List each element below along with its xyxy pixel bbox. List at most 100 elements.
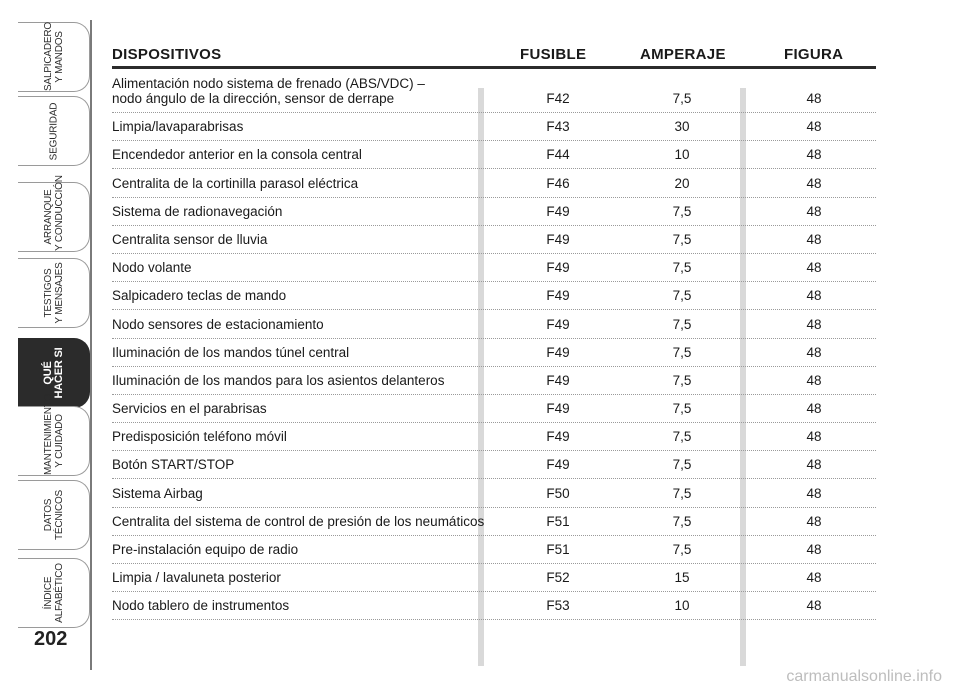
page-number: 202 (34, 628, 68, 650)
table-body: Alimentación nodo sistema de frenado (AB… (112, 70, 876, 621)
cell-amperage: 7,5 (672, 260, 692, 276)
spine-line (90, 20, 92, 670)
cell-amperage: 30 (674, 119, 690, 135)
cell-fuse: F53 (546, 598, 570, 614)
table-row: Nodo sensores de estacionamiento F49 7,5 48 (112, 310, 876, 339)
cell-fuse: F49 (546, 203, 570, 219)
side-tab-3[interactable]: ARRANQUE Y CONDUCCIÓN (18, 175, 90, 252)
cell-amperage: 10 (674, 147, 690, 163)
cell-fuse: F43 (546, 119, 570, 135)
cell-device: Alimentación nodo sistema de frenado (AB… (112, 76, 425, 106)
cell-fuse: F46 (546, 175, 570, 191)
table-row: Pre-instalación equipo de radio F51 7,5 48 (112, 536, 876, 564)
side-tab-8[interactable]: ÍNDICE ALFABÉTICO (18, 558, 90, 628)
header-amperage: AMPERAJE (640, 46, 726, 63)
table-row: Centralita del sistema de control de pre… (112, 508, 876, 536)
cell-amperage: 7,5 (672, 288, 692, 304)
cell-amperage: 7,5 (672, 457, 692, 473)
cell-figure: 48 (806, 457, 822, 473)
cell-amperage: 7,5 (672, 513, 692, 529)
cell-fuse: F49 (546, 372, 570, 388)
cell-device: Encendedor anterior en la consola centra… (112, 147, 362, 163)
cell-device: Centralita de la cortinilla parasol eléc… (112, 175, 359, 191)
cell-figure: 48 (806, 260, 822, 276)
cell-amperage: 7,5 (672, 344, 692, 360)
table-row: Sistema Airbag F50 7,5 48 (112, 479, 876, 508)
cell-device: Salpicadero teclas de mando (112, 288, 287, 304)
cell-device: Nodo tablero de instrumentos (112, 598, 290, 614)
cell-fuse: F49 (546, 231, 570, 247)
table-row: Sistema de radionavegación F49 7,5 48 (112, 198, 876, 226)
side-tab-7[interactable]: DATOS TÉCNICOS (18, 480, 90, 550)
table-row: Encendedor anterior en la consola centra… (112, 141, 876, 170)
cell-fuse: F52 (546, 570, 570, 586)
cell-figure: 48 (806, 598, 822, 614)
cell-amperage: 7,5 (672, 429, 692, 445)
cell-amperage: 20 (674, 175, 690, 191)
header-device: DISPOSITIVOS (112, 46, 222, 63)
table-row: Alimentación nodo sistema de frenado (AB… (112, 70, 876, 113)
table-row: Botón START/STOP F49 7,5 48 (112, 451, 876, 480)
cell-figure: 48 (806, 542, 822, 557)
cell-device: Botón START/STOP (112, 457, 235, 473)
side-tab-label: SALPICADERO Y MANDOS (42, 22, 65, 91)
table-row: Nodo volante F49 7,5 48 (112, 254, 876, 283)
cell-device: Sistema de radionavegación (112, 203, 283, 219)
table-row: Nodo tablero de instrumentos F53 10 48 (112, 592, 876, 621)
cell-amperage: 7,5 (672, 485, 692, 501)
cell-figure: 48 (806, 175, 822, 191)
side-tab-4[interactable]: TESTIGOS Y MENSAJES (18, 258, 90, 328)
cell-device: Centralita del sistema de control de pre… (112, 513, 485, 529)
cell-fuse: F49 (546, 288, 570, 304)
cell-figure: 48 (806, 513, 822, 529)
cell-fuse: F49 (546, 429, 570, 445)
cell-figure: 48 (806, 288, 822, 304)
side-tab-label: MANTENIMIENTO Y CUIDADO (42, 393, 65, 475)
cell-amperage: 7,5 (672, 542, 692, 557)
table-row: Centralita de la cortinilla parasol eléc… (112, 169, 876, 198)
cell-device: Sistema Airbag (112, 485, 203, 501)
side-tab-1[interactable]: SALPICADERO Y MANDOS (18, 22, 90, 92)
cell-device: Limpia/lavaparabrisas (112, 119, 244, 135)
cell-device: Nodo sensores de estacionamiento (112, 316, 324, 332)
side-tab-6[interactable]: MANTENIMIENTO Y CUIDADO (18, 393, 90, 476)
cell-device: Predisposición teléfono móvil (112, 429, 287, 445)
cell-figure: 48 (806, 401, 822, 417)
cell-figure: 48 (806, 231, 822, 247)
header-figure: FIGURA (784, 46, 844, 63)
table-row: Salpicadero teclas de mando F49 7,5 48 (112, 282, 876, 311)
table-row: Limpia / lavaluneta posterior F52 15 48 (112, 564, 876, 593)
table-row: Predisposición teléfono móvil F49 7,5 48 (112, 423, 876, 452)
table-row: Iluminación de los mandos túnel central F… (112, 339, 876, 367)
cell-fuse: F49 (546, 260, 570, 276)
cell-figure: 48 (806, 203, 822, 219)
cell-figure: 48 (806, 344, 822, 360)
cell-amperage: 7,5 (672, 401, 692, 417)
cell-fuse: F50 (546, 485, 570, 501)
cell-amperage: 7,5 (672, 316, 692, 332)
header-rule (112, 66, 876, 69)
cell-amperage: 7,5 (672, 231, 692, 247)
table-row: Centralita sensor de lluvia F49 7,5 48 (112, 226, 876, 254)
side-tab-2[interactable]: SEGURIDAD (18, 96, 90, 166)
cell-figure: 48 (806, 429, 822, 445)
cell-amperage: 15 (674, 570, 690, 586)
cell-device: Centralita sensor de lluvia (112, 231, 268, 247)
side-tab-5[interactable]: QUÉ HACER SI (18, 338, 90, 408)
cell-fuse: F42 (546, 91, 570, 106)
cell-amperage: 10 (674, 598, 690, 614)
table-header: DISPOSITIVOS FUSIBLE AMPERAJE FIGURA (112, 40, 876, 66)
cell-figure: 48 (806, 119, 822, 135)
side-tab-label: SEGURIDAD (48, 102, 59, 160)
column-divider (478, 88, 484, 666)
cell-fuse: F44 (546, 147, 570, 163)
cell-device: Nodo volante (112, 260, 192, 276)
cell-fuse: F51 (546, 513, 570, 529)
cell-fuse: F49 (546, 457, 570, 473)
side-tab-label: ARRANQUE Y CONDUCCIÓN (42, 175, 65, 251)
cell-figure: 48 (806, 316, 822, 332)
cell-amperage: 7,5 (672, 203, 692, 219)
cell-fuse: F51 (546, 542, 570, 557)
fuse-table: DISPOSITIVOS FUSIBLE AMPERAJE FIGURA Ali… (112, 40, 876, 666)
cell-fuse: F49 (546, 316, 570, 332)
